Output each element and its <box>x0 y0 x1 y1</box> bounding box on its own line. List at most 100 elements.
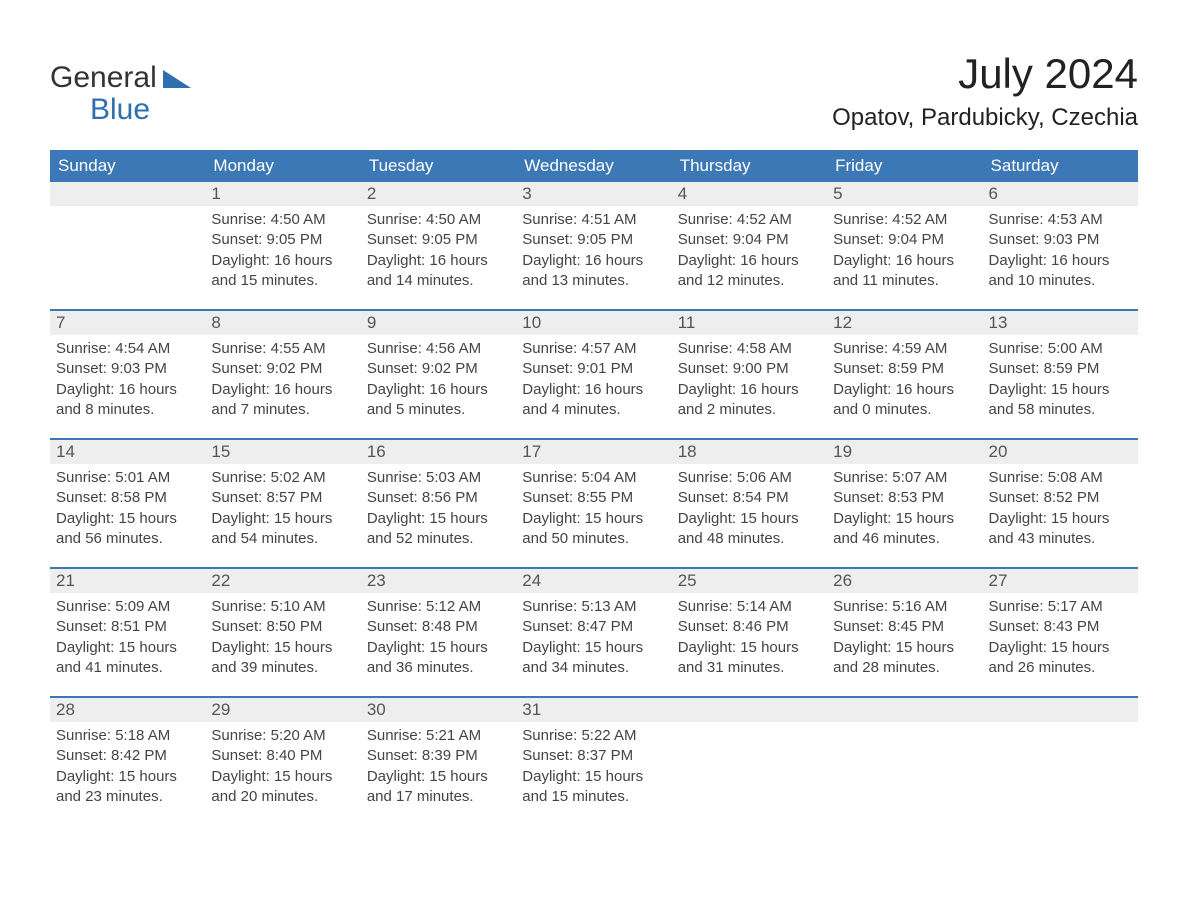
week-row: 7Sunrise: 4:54 AMSunset: 9:03 PMDaylight… <box>50 309 1138 420</box>
day-cell: 28Sunrise: 5:18 AMSunset: 8:42 PMDayligh… <box>50 698 205 807</box>
daylight-line: Daylight: 15 hours and 50 minutes. <box>522 509 665 550</box>
sunrise-line: Sunrise: 5:09 AM <box>56 597 199 617</box>
day-body <box>672 722 827 726</box>
day-cell: 24Sunrise: 5:13 AMSunset: 8:47 PMDayligh… <box>516 569 671 678</box>
logo-text-line1: General <box>50 62 157 94</box>
day-cell: 30Sunrise: 5:21 AMSunset: 8:39 PMDayligh… <box>361 698 516 807</box>
sunrise-line: Sunrise: 5:02 AM <box>211 468 354 488</box>
sunrise-line: Sunrise: 5:12 AM <box>367 597 510 617</box>
day-body: Sunrise: 5:07 AMSunset: 8:53 PMDaylight:… <box>827 464 982 549</box>
day-body: Sunrise: 5:04 AMSunset: 8:55 PMDaylight:… <box>516 464 671 549</box>
day-body <box>50 206 205 210</box>
sunset-line: Sunset: 8:46 PM <box>678 617 821 637</box>
day-body: Sunrise: 5:00 AMSunset: 8:59 PMDaylight:… <box>983 335 1138 420</box>
dow-sunday: Sunday <box>50 150 205 182</box>
day-number: 10 <box>516 311 671 335</box>
sunset-line: Sunset: 9:03 PM <box>56 359 199 379</box>
sunrise-line: Sunrise: 5:20 AM <box>211 726 354 746</box>
daylight-line: Daylight: 15 hours and 28 minutes. <box>833 638 976 679</box>
sunset-line: Sunset: 9:01 PM <box>522 359 665 379</box>
daylight-line: Daylight: 16 hours and 15 minutes. <box>211 251 354 292</box>
sunrise-line: Sunrise: 4:53 AM <box>989 210 1132 230</box>
sunrise-line: Sunrise: 4:55 AM <box>211 339 354 359</box>
daylight-line: Daylight: 16 hours and 11 minutes. <box>833 251 976 292</box>
day-cell: 20Sunrise: 5:08 AMSunset: 8:52 PMDayligh… <box>983 440 1138 549</box>
sunrise-line: Sunrise: 5:06 AM <box>678 468 821 488</box>
daylight-line: Daylight: 15 hours and 46 minutes. <box>833 509 976 550</box>
day-number: 31 <box>516 698 671 722</box>
day-cell: 21Sunrise: 5:09 AMSunset: 8:51 PMDayligh… <box>50 569 205 678</box>
day-body: Sunrise: 5:09 AMSunset: 8:51 PMDaylight:… <box>50 593 205 678</box>
sunrise-line: Sunrise: 4:54 AM <box>56 339 199 359</box>
day-cell: 2 Sunrise: 4:50 AMSunset: 9:05 PMDaylight… <box>361 182 516 291</box>
sunrise-line: Sunrise: 4:59 AM <box>833 339 976 359</box>
sunrise-line: Sunrise: 4:50 AM <box>211 210 354 230</box>
day-number: 27 <box>983 569 1138 593</box>
day-cell <box>50 182 205 291</box>
daylight-line: Daylight: 16 hours and 14 minutes. <box>367 251 510 292</box>
day-body <box>827 722 982 726</box>
week-row: 28Sunrise: 5:18 AMSunset: 8:42 PMDayligh… <box>50 696 1138 807</box>
sunset-line: Sunset: 9:05 PM <box>211 230 354 250</box>
day-body: Sunrise: 4:50 AMSunset: 9:05 PMDaylight:… <box>205 206 360 291</box>
day-body: Sunrise: 5:17 AMSunset: 8:43 PMDaylight:… <box>983 593 1138 678</box>
day-body: Sunrise: 4:53 AMSunset: 9:03 PMDaylight:… <box>983 206 1138 291</box>
day-number: 8 <box>205 311 360 335</box>
logo-triangle-icon <box>163 70 191 88</box>
sunset-line: Sunset: 8:59 PM <box>989 359 1132 379</box>
sunset-line: Sunset: 8:55 PM <box>522 488 665 508</box>
sunset-line: Sunset: 8:42 PM <box>56 746 199 766</box>
sunset-line: Sunset: 8:50 PM <box>211 617 354 637</box>
day-body: Sunrise: 4:51 AMSunset: 9:05 PMDaylight:… <box>516 206 671 291</box>
day-cell: 7Sunrise: 4:54 AMSunset: 9:03 PMDaylight… <box>50 311 205 420</box>
sunrise-line: Sunrise: 5:13 AM <box>522 597 665 617</box>
weeks-container: 1Sunrise: 4:50 AMSunset: 9:05 PMDaylight… <box>50 182 1138 807</box>
day-cell: 25Sunrise: 5:14 AMSunset: 8:46 PMDayligh… <box>672 569 827 678</box>
day-cell: 14Sunrise: 5:01 AMSunset: 8:58 PMDayligh… <box>50 440 205 549</box>
sunset-line: Sunset: 8:51 PM <box>56 617 199 637</box>
day-cell: 10Sunrise: 4:57 AMSunset: 9:01 PMDayligh… <box>516 311 671 420</box>
daylight-line: Daylight: 15 hours and 56 minutes. <box>56 509 199 550</box>
sunset-line: Sunset: 9:02 PM <box>211 359 354 379</box>
sunset-line: Sunset: 8:45 PM <box>833 617 976 637</box>
sunrise-line: Sunrise: 5:10 AM <box>211 597 354 617</box>
day-cell: 23Sunrise: 5:12 AMSunset: 8:48 PMDayligh… <box>361 569 516 678</box>
daylight-line: Daylight: 15 hours and 23 minutes. <box>56 767 199 808</box>
sunset-line: Sunset: 8:37 PM <box>522 746 665 766</box>
daylight-line: Daylight: 16 hours and 10 minutes. <box>989 251 1132 292</box>
daylight-line: Daylight: 15 hours and 58 minutes. <box>989 380 1132 421</box>
day-cell: 17Sunrise: 5:04 AMSunset: 8:55 PMDayligh… <box>516 440 671 549</box>
day-number: 4 <box>672 182 827 206</box>
day-body: Sunrise: 4:52 AMSunset: 9:04 PMDaylight:… <box>672 206 827 291</box>
sunset-line: Sunset: 8:59 PM <box>833 359 976 379</box>
day-number: 5 <box>827 182 982 206</box>
day-body: Sunrise: 4:57 AMSunset: 9:01 PMDaylight:… <box>516 335 671 420</box>
day-cell: 15Sunrise: 5:02 AMSunset: 8:57 PMDayligh… <box>205 440 360 549</box>
sunset-line: Sunset: 9:05 PM <box>367 230 510 250</box>
sunrise-line: Sunrise: 5:07 AM <box>833 468 976 488</box>
day-number: 29 <box>205 698 360 722</box>
day-number: 14 <box>50 440 205 464</box>
day-body: Sunrise: 5:18 AMSunset: 8:42 PMDaylight:… <box>50 722 205 807</box>
sunrise-line: Sunrise: 4:50 AM <box>367 210 510 230</box>
daylight-line: Daylight: 16 hours and 2 minutes. <box>678 380 821 421</box>
day-number: 2 <box>361 182 516 206</box>
sunrise-line: Sunrise: 5:17 AM <box>989 597 1132 617</box>
day-body: Sunrise: 5:10 AMSunset: 8:50 PMDaylight:… <box>205 593 360 678</box>
day-number: 15 <box>205 440 360 464</box>
sunset-line: Sunset: 8:57 PM <box>211 488 354 508</box>
daylight-line: Daylight: 15 hours and 26 minutes. <box>989 638 1132 679</box>
day-body: Sunrise: 5:06 AMSunset: 8:54 PMDaylight:… <box>672 464 827 549</box>
sunset-line: Sunset: 8:58 PM <box>56 488 199 508</box>
day-cell: 3Sunrise: 4:51 AMSunset: 9:05 PMDaylight… <box>516 182 671 291</box>
daylight-line: Daylight: 16 hours and 0 minutes. <box>833 380 976 421</box>
day-body: Sunrise: 5:21 AMSunset: 8:39 PMDaylight:… <box>361 722 516 807</box>
title-block: July 2024 Opatov, Pardubicky, Czechia <box>832 50 1138 132</box>
day-cell: 9Sunrise: 4:56 AMSunset: 9:02 PMDaylight… <box>361 311 516 420</box>
day-body: Sunrise: 4:56 AMSunset: 9:02 PMDaylight:… <box>361 335 516 420</box>
day-number: 17 <box>516 440 671 464</box>
logo-text-line2: Blue <box>50 94 191 126</box>
day-number: 26 <box>827 569 982 593</box>
day-body: Sunrise: 5:20 AMSunset: 8:40 PMDaylight:… <box>205 722 360 807</box>
day-cell: 6Sunrise: 4:53 AMSunset: 9:03 PMDaylight… <box>983 182 1138 291</box>
